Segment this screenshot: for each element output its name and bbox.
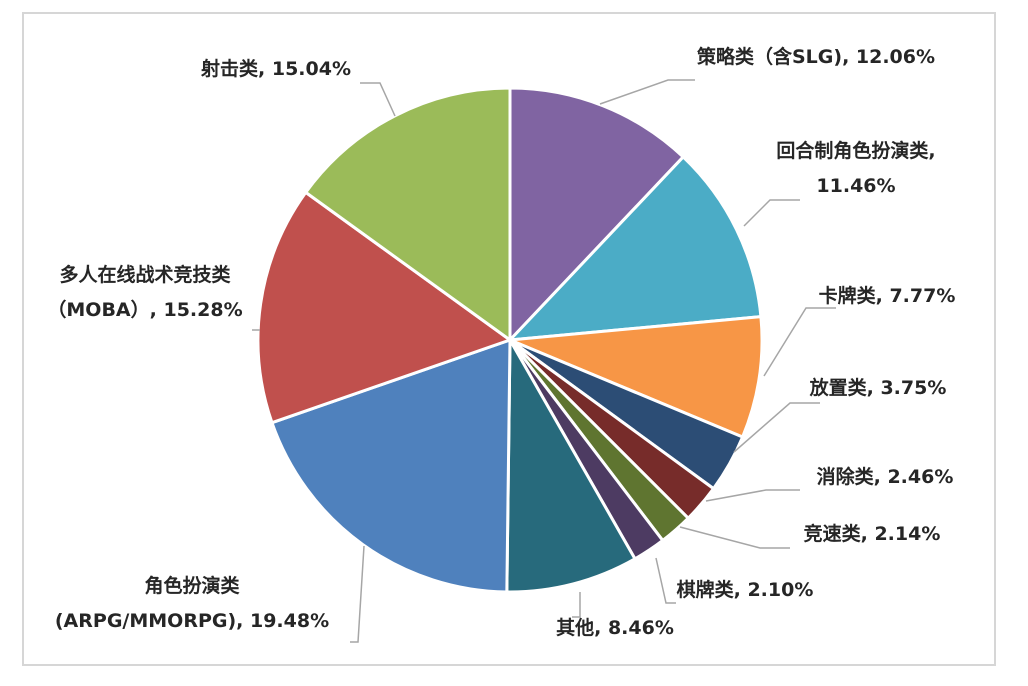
leader-line	[350, 545, 365, 643]
data-label: 策略类（含SLG), 12.06%	[697, 45, 935, 68]
data-label-line: 竞速类, 2.14%	[804, 522, 941, 545]
pie-slice	[508, 315, 764, 439]
data-label-line: 棋牌类, 2.10%	[677, 578, 814, 601]
data-label: 射击类, 15.04%	[200, 57, 351, 80]
data-label-line: 策略类（含SLG), 12.06%	[697, 45, 935, 68]
leader-line	[705, 489, 800, 502]
leader-line	[360, 82, 396, 117]
pie-slice	[505, 338, 637, 594]
data-label-line: 回合制角色扮演类,	[776, 139, 935, 162]
data-label-line: 其他, 8.46%	[556, 616, 674, 639]
leader-line	[763, 307, 836, 377]
data-label: 卡牌类, 7.77%	[819, 284, 956, 307]
data-label-line: 角色扮演类	[144, 574, 239, 597]
data-label-line: 放置类, 3.75%	[809, 376, 947, 399]
pie-slice	[508, 86, 685, 342]
data-label-line: 消除类, 2.46%	[817, 465, 954, 488]
pie-slices	[256, 86, 764, 594]
data-label: 其他, 8.46%	[556, 616, 674, 639]
data-label-line: （MOBA）, 15.28%	[47, 298, 242, 321]
leader-line	[743, 199, 800, 227]
leader-lines	[252, 79, 836, 643]
leader-line	[733, 402, 820, 453]
leader-line	[599, 79, 695, 105]
leader-line	[572, 592, 581, 618]
pie-slice	[508, 155, 763, 342]
data-label-line: (ARPG/MMORPG), 19.48%	[55, 610, 329, 632]
data-label: 消除类, 2.46%	[817, 465, 954, 488]
data-label-line: 多人在线战术竞技类	[59, 263, 230, 286]
leader-line	[679, 526, 790, 549]
data-label-line: 射击类, 15.04%	[200, 57, 351, 80]
data-label-line: 11.46%	[816, 175, 895, 197]
leader-line	[655, 557, 676, 604]
data-label-line: 卡牌类, 7.77%	[819, 284, 956, 307]
data-label: 放置类, 3.75%	[809, 376, 947, 399]
data-label: 棋牌类, 2.10%	[677, 578, 814, 601]
data-labels: 策略类（含SLG), 12.06% 回合制角色扮演类, 11.46% 卡牌类, 7.7…	[47, 45, 955, 639]
data-label: 回合制角色扮演类, 11.46%	[776, 139, 935, 197]
data-label: 竞速类, 2.14%	[804, 522, 941, 545]
data-label: 多人在线战术竞技类 （MOBA）, 15.28%	[47, 263, 242, 321]
pie-slice	[256, 190, 512, 425]
data-label: 角色扮演类 (ARPG/MMORPG), 19.48%	[55, 574, 329, 632]
